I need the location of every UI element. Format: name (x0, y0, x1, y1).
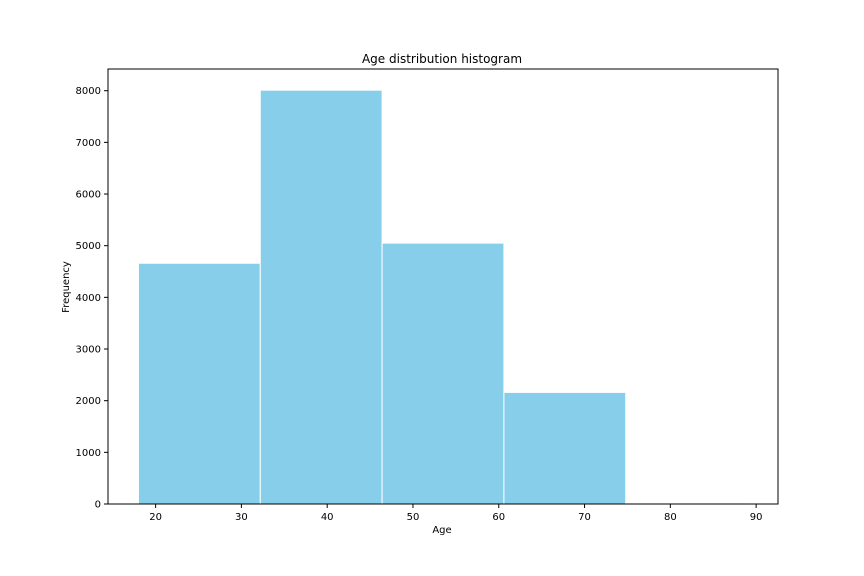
histogram-bar (503, 391, 627, 505)
y-tick-label: 6000 (76, 190, 101, 201)
x-tick-label: 40 (321, 512, 334, 523)
y-tick-label: 1000 (76, 448, 101, 459)
y-tick-label: 3000 (76, 345, 101, 356)
histogram-bar (381, 242, 505, 505)
x-tick-label: 60 (492, 512, 505, 523)
chart-title: Age distribution histogram (362, 52, 522, 66)
histogram-bar (137, 262, 261, 505)
y-tick-label: 5000 (76, 241, 101, 252)
y-tick-label: 0 (95, 500, 101, 511)
x-tick-label: 70 (578, 512, 591, 523)
y-tick-label: 7000 (76, 138, 101, 149)
y-axis-ticks: 0 1000 2000 3000 4000 5000 6000 7000 8000 (76, 86, 108, 511)
bars-group (137, 89, 749, 505)
x-tick-label: 80 (664, 512, 677, 523)
plot-frame (107, 68, 779, 505)
x-tick-label: 20 (149, 512, 162, 523)
y-axis-label: Frequency (61, 261, 72, 313)
y-tick-label: 2000 (76, 396, 101, 407)
x-axis-ticks: 20 30 40 50 60 70 80 90 (149, 504, 762, 523)
x-tick-label: 30 (235, 512, 248, 523)
x-axis-label: Age (432, 525, 451, 536)
y-tick-label: 4000 (76, 293, 101, 304)
y-tick-label: 8000 (76, 86, 101, 97)
x-tick-label: 90 (750, 512, 763, 523)
x-tick-label: 50 (407, 512, 420, 523)
histogram-bar (259, 89, 383, 505)
